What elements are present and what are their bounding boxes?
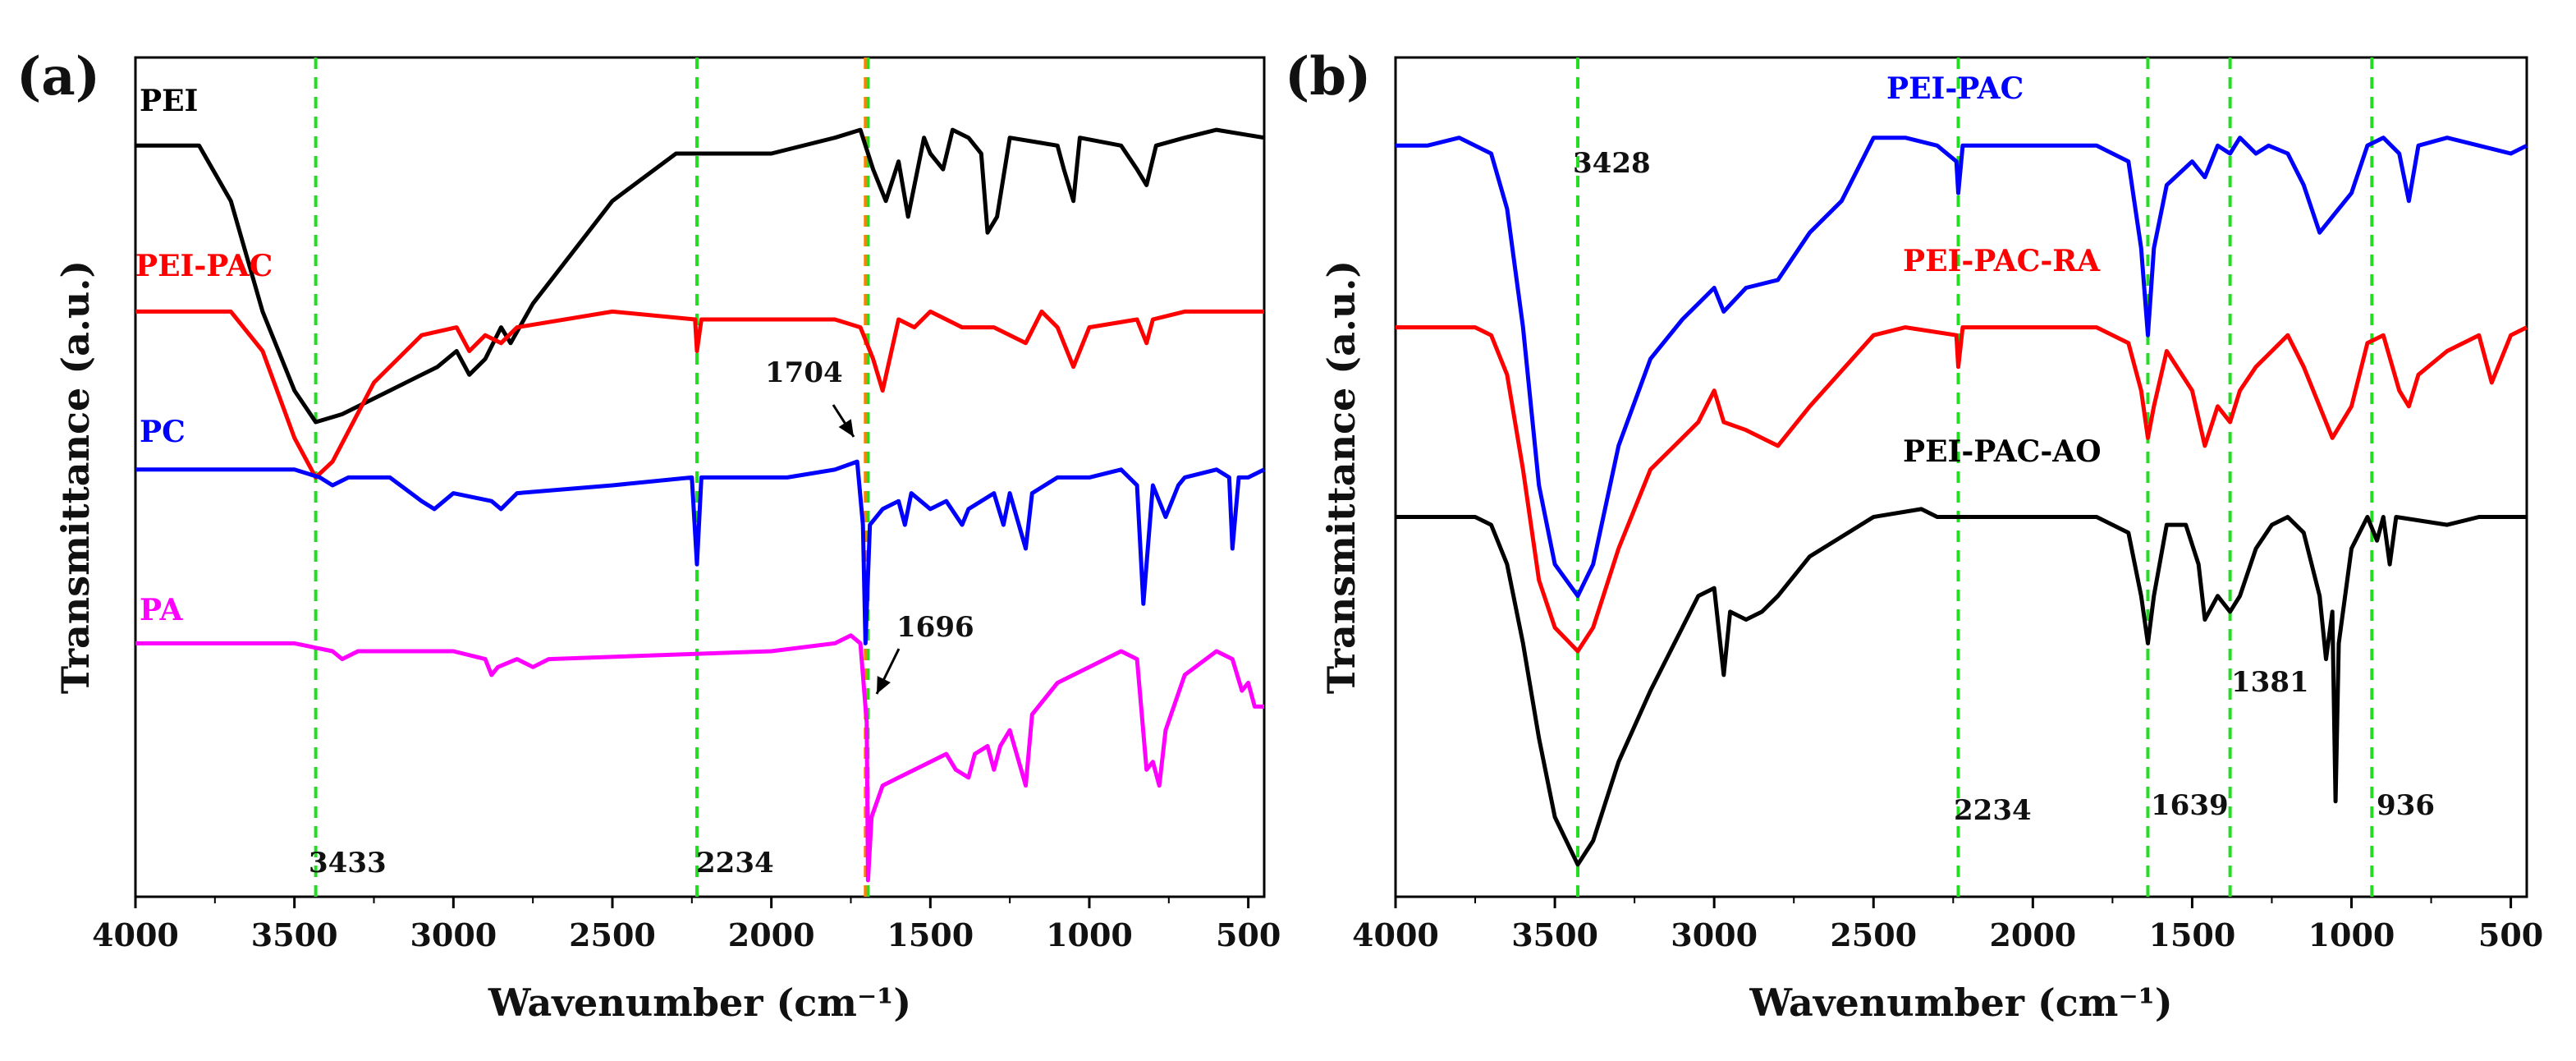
x-tick-label: 1000 [2308, 916, 2395, 953]
plot-frame [134, 56, 1266, 898]
panel-label: (b) [1285, 46, 1371, 108]
peak-annotation-3428: 3428 [1573, 147, 1651, 180]
x-tick-label: 3500 [1511, 916, 1598, 953]
series-line-pei [135, 127, 1265, 425]
x-tick-label: 1500 [2149, 916, 2236, 953]
x-tick-label: 500 [1216, 916, 1281, 953]
x-tick-label: 1000 [1046, 916, 1133, 953]
peak-annotation-936: 936 [2377, 789, 2435, 822]
arrow-1696-head [877, 676, 891, 694]
series-line-pei-pac [135, 309, 1264, 480]
series-line-pa [135, 633, 1264, 883]
chart-panel-a: PEI PEI-PAC PC PA 4000 3500 3000 2500 2000 1500 10… [16, 46, 1281, 1025]
x-tick-label: 500 [2478, 916, 2543, 953]
series-label-pc: PC [140, 415, 186, 449]
peak-annotation-1704: 1704 [765, 356, 843, 389]
x-tick-label: 1500 [887, 916, 974, 953]
chart-panel-b: PEI-PAC PEI-PAC-RA PEI-PAC-AO 4000 3500 3000 2… [1285, 46, 2543, 1025]
x-tick-label: 2000 [1989, 916, 2076, 953]
x-tick-label: 2500 [569, 916, 656, 953]
series-label-pei-pac: PEI-PAC [1886, 71, 2024, 106]
x-tick-label: 3500 [251, 916, 338, 953]
x-tick-label: 4000 [92, 916, 179, 953]
x-axis-label: Wavenumber (cm⁻¹) [488, 981, 911, 1025]
series-line-pc [135, 459, 1266, 645]
x-tick-label: 2500 [1830, 916, 1917, 953]
series-line-pei-pac-ra [1396, 325, 2528, 654]
x-axis-label: Wavenumber (cm⁻¹) [1749, 981, 2172, 1025]
x-tick-label: 3000 [410, 916, 497, 953]
series-label-pei-pac: PEI-PAC [135, 249, 273, 283]
y-axis-label: Transmittance (a.u.) [1319, 260, 1364, 694]
peak-annotation-1696: 1696 [896, 611, 974, 644]
series-line-pei-pac [1396, 135, 2528, 599]
x-tick-label: 2000 [728, 916, 815, 953]
x-tick-label: 4000 [1352, 916, 1439, 953]
plot-frame [1394, 56, 2528, 898]
panel-label: (a) [16, 46, 100, 108]
peak-annotation-1381: 1381 [2231, 666, 2309, 699]
arrow-1704-head [838, 419, 854, 437]
peak-annotation-3433: 3433 [309, 847, 387, 880]
series-label-pei: PEI [140, 84, 198, 118]
peak-annotation-2234: 2234 [1954, 794, 2032, 827]
peak-annotation-2234: 2234 [696, 847, 774, 880]
series-label-pei-pac-ao: PEI-PAC-AO [1903, 434, 2102, 469]
y-axis-label: Transmittance (a.u.) [53, 260, 98, 694]
series-line-pei-pac-ao [1396, 507, 2527, 867]
series-label-pei-pac-ra: PEI-PAC-RA [1903, 244, 2101, 278]
peak-annotation-1639: 1639 [2151, 789, 2229, 822]
series-label-pa: PA [140, 593, 183, 627]
x-tick-label: 3000 [1671, 916, 1758, 953]
